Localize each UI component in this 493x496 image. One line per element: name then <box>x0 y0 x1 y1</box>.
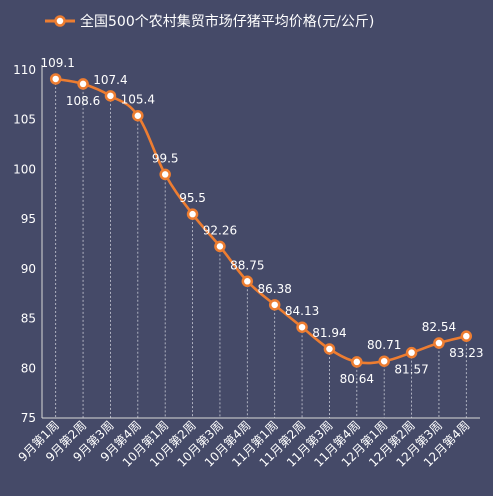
y-tick-label: 75 <box>21 411 36 425</box>
data-point <box>460 330 473 342</box>
data-point <box>433 337 445 349</box>
y-tick-label: 95 <box>21 212 36 226</box>
data-label: 99.5 <box>152 151 179 165</box>
data-point <box>77 78 89 90</box>
vertical-gridlines <box>55 78 467 418</box>
data-point <box>323 343 336 355</box>
data-point <box>378 355 390 367</box>
y-tick-label: 80 <box>21 361 36 375</box>
series-path <box>55 77 467 365</box>
y-tick-label: 85 <box>21 312 36 326</box>
data-label: 84.13 <box>285 304 319 318</box>
data-point <box>49 73 62 85</box>
y-axis-ticks: 75 80 85 90 95 100 105 110 <box>13 63 36 425</box>
x-axis-ticks: 9月第1周9月第2周9月第3周9月第4周10月第1周10月第2周10月第3周10… <box>16 418 473 470</box>
data-label: 88.75 <box>230 258 264 272</box>
data-label: 109.1 <box>41 56 75 70</box>
data-point <box>186 208 199 220</box>
data-point <box>241 275 254 288</box>
data-label: 81.57 <box>394 363 428 377</box>
data-point <box>351 356 363 368</box>
data-label: 107.4 <box>93 73 127 87</box>
data-label: 86.38 <box>258 282 292 296</box>
data-point <box>104 90 117 102</box>
legend: 全国500个农村集贸市场仔猪平均价格(元/公斤) <box>45 13 374 30</box>
legend-marker <box>54 15 66 27</box>
data-label: 80.71 <box>367 338 401 352</box>
data-point <box>296 321 308 333</box>
data-labels: 109.1 108.6 107.4 105.4 99.5 95.5 92.26 88.75 86… <box>41 56 484 386</box>
data-point <box>268 299 281 311</box>
data-label: 81.94 <box>312 326 346 340</box>
data-label: 105.4 <box>121 93 155 107</box>
data-label: 80.64 <box>340 372 374 386</box>
data-label: 92.26 <box>203 223 237 237</box>
axes <box>41 65 480 419</box>
data-label: 83.23 <box>449 346 483 360</box>
y-tick-label: 100 <box>13 162 36 176</box>
y-tick-label: 90 <box>21 262 36 276</box>
data-point <box>405 346 418 359</box>
y-tick-label: 105 <box>13 113 36 127</box>
data-label: 95.5 <box>179 191 206 205</box>
data-point <box>214 240 226 253</box>
legend-label: 全国500个农村集贸市场仔猪平均价格(元/公斤) <box>80 13 374 30</box>
data-label: 108.6 <box>66 94 100 108</box>
data-label: 82.54 <box>422 320 456 334</box>
data-points <box>49 73 473 368</box>
data-point <box>159 168 171 181</box>
data-point <box>132 109 144 122</box>
y-tick-label: 110 <box>13 63 36 77</box>
series-line <box>55 77 467 365</box>
